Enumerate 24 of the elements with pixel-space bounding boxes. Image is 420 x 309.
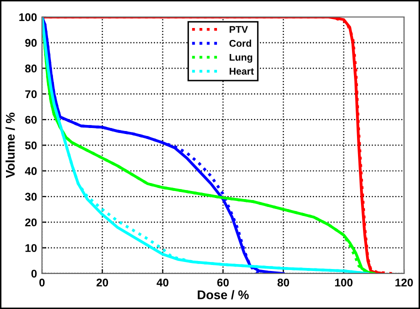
x-tick-label: 120 (395, 278, 413, 286)
y-axis-title: Volume / % (6, 112, 15, 178)
y-tick-label: 70 (25, 90, 37, 98)
x-tick-label: 20 (96, 278, 108, 286)
legend-label: PTV (230, 26, 248, 33)
y-tick-label: 90 (25, 38, 37, 47)
y-tick-label: 30 (25, 192, 37, 201)
legend-label: Lung (230, 54, 252, 63)
x-tick-label: 0 (39, 278, 45, 286)
y-tick-label: 50 (25, 141, 37, 150)
y-tick-label: 80 (25, 64, 37, 72)
x-tick-label: 100 (335, 278, 353, 286)
legend-label: Cord (229, 40, 252, 47)
y-tick-label: 100 (19, 13, 37, 22)
x-tick-label: 60 (217, 278, 229, 286)
y-tick-label: 20 (25, 218, 37, 226)
y-tick-label: 10 (25, 244, 37, 252)
y-tick-label: 0 (31, 270, 37, 278)
legend-label: Heart (230, 68, 254, 75)
y-tick-label: 40 (24, 167, 37, 176)
x-tick-label: 80 (278, 278, 290, 286)
x-tick-label: 40 (156, 278, 168, 286)
y-tick-label: 60 (25, 116, 37, 124)
x-axis-title: Dose / % (198, 290, 249, 300)
